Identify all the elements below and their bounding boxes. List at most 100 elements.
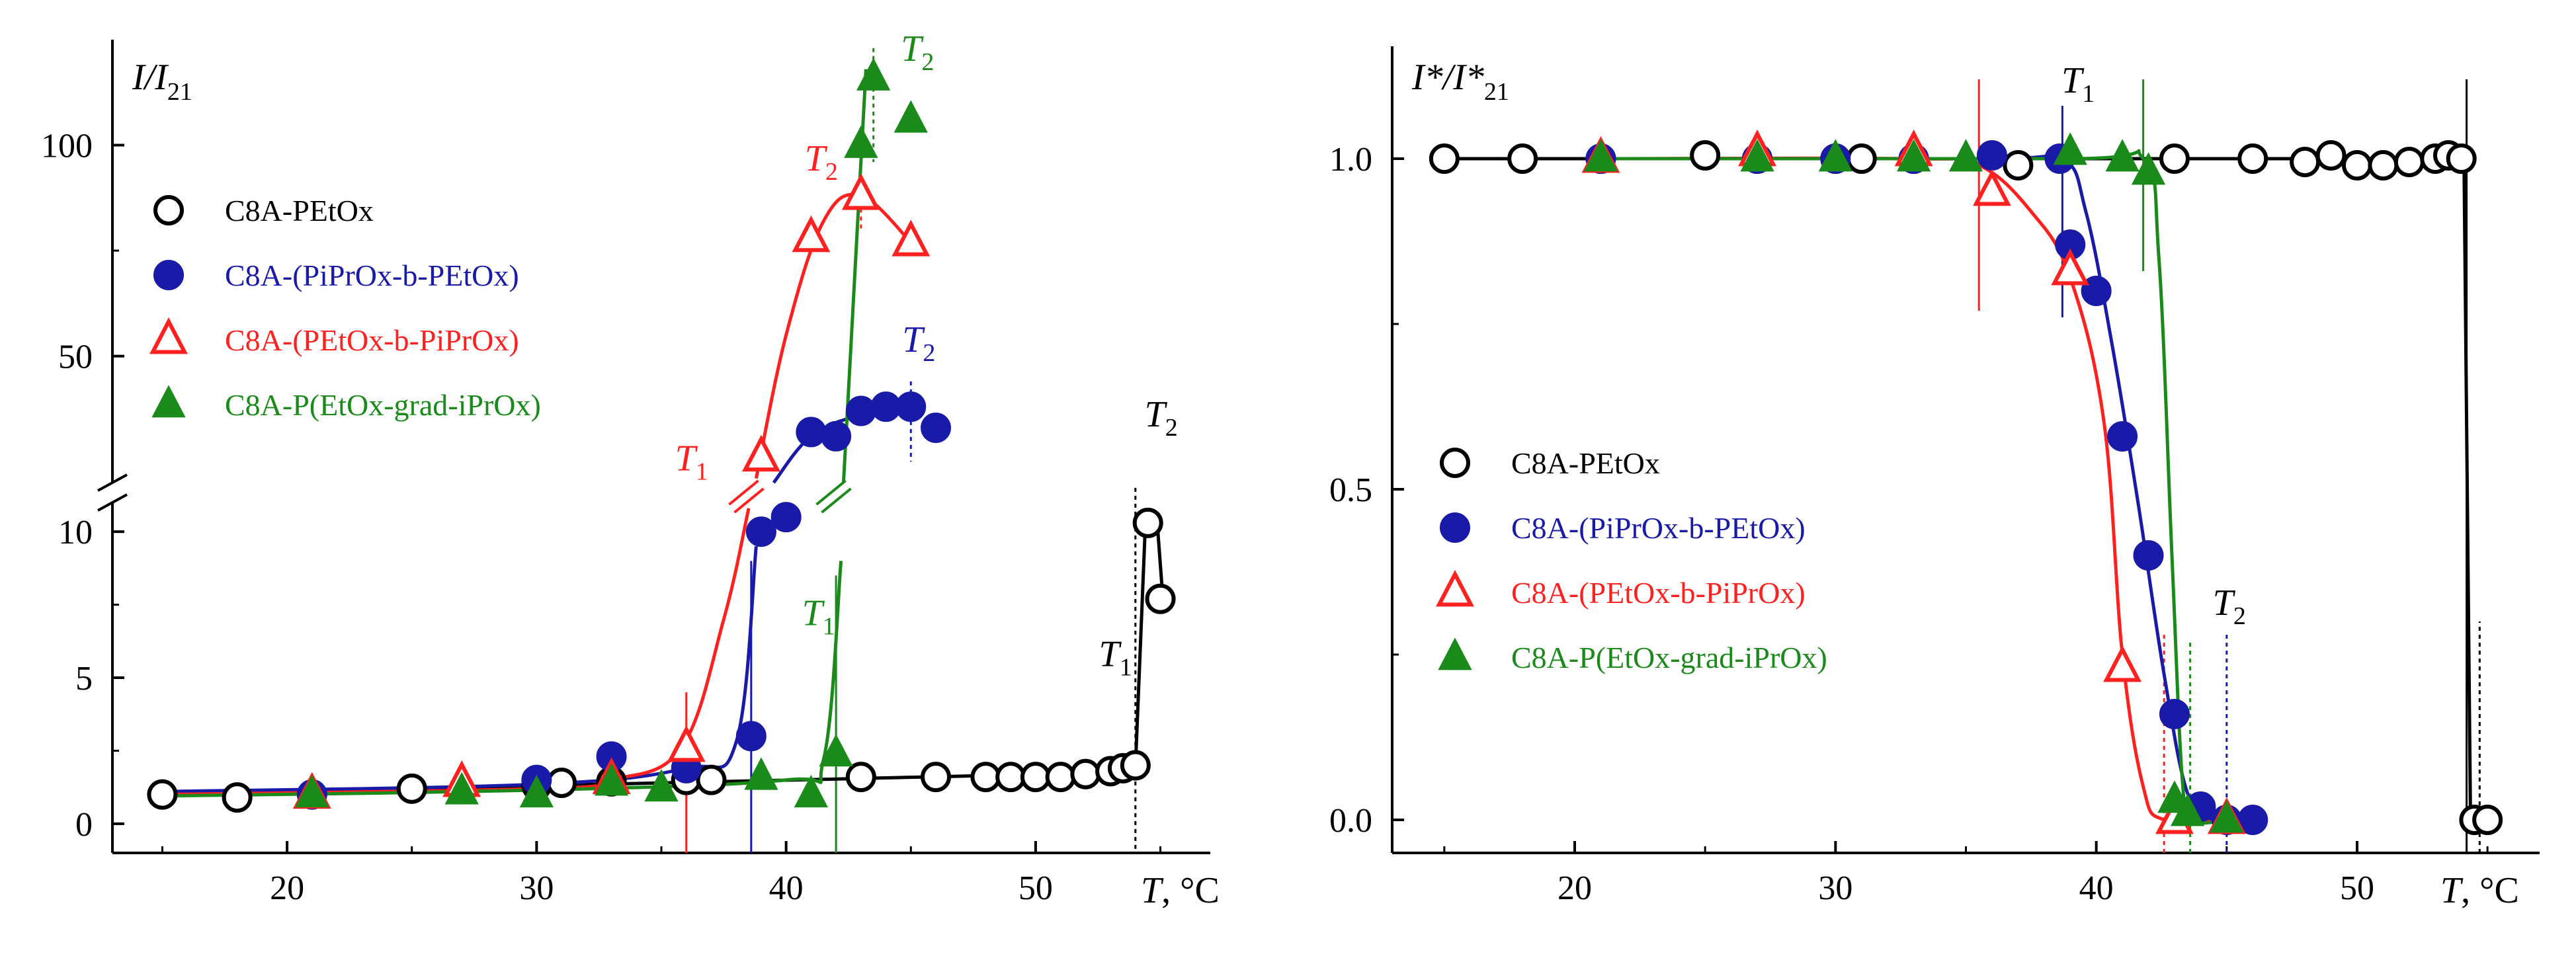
- legend-marker-c8a-petox-b-piprox: [149, 317, 188, 354]
- point-c8a-piprox-b-petox: [845, 395, 876, 426]
- point-c8a-petox: [2341, 150, 2372, 181]
- point-c8a-p-etox-grad-iprox: [844, 125, 878, 158]
- point-c8a-p-etox-grad-iprox: [856, 58, 891, 91]
- legend-label-c8a-piprox-b-petox: C8A-(PiPrOx-b-PEtOx): [1511, 511, 1806, 545]
- x-tick-label: 50: [2340, 869, 2374, 907]
- point-c8a-petox-b-piprox: [841, 173, 880, 210]
- point-c8a-petox-b-piprox: [667, 725, 706, 762]
- point-c8a-p-etox-grad-iprox: [744, 757, 778, 790]
- point-c8a-petox: [2315, 140, 2347, 171]
- point-c8a-petox: [1045, 762, 1076, 793]
- point-c8a-p-etox-grad-iprox: [295, 774, 329, 808]
- point-c8a-petox: [2368, 150, 2399, 181]
- point-c8a-piprox-b-petox: [2107, 421, 2138, 452]
- point-c8a-petox: [396, 773, 427, 804]
- y-tick-label: 10: [58, 514, 93, 551]
- point-c8a-p-etox-grad-iprox: [644, 769, 679, 802]
- point-c8a-p-etox-grad-iprox: [1740, 139, 1774, 172]
- point-c8a-petox: [147, 779, 178, 810]
- point-c8a-piprox-b-petox: [2133, 540, 2164, 571]
- red-curve-lower: [162, 508, 751, 797]
- x-tick-label: 20: [270, 869, 304, 907]
- point-c8a-petox: [2159, 143, 2190, 174]
- point-c8a-p-etox-grad-iprox: [2131, 152, 2166, 185]
- point-c8a-petox: [1846, 143, 1877, 174]
- point-c8a-piprox-b-petox: [895, 391, 927, 422]
- point-c8a-p-etox-grad-iprox: [2210, 800, 2244, 833]
- left-chart: 20 30 40 50 0 5 10 50 100 I/I21 T, °C T1 T2 T2 T1 T2 T1 T…: [41, 28, 1220, 911]
- red-t1-label: T1: [675, 438, 708, 485]
- point-c8a-petox: [2237, 143, 2268, 174]
- point-c8a-petox-b-piprox: [892, 220, 931, 257]
- green-t1-label: T1: [802, 593, 835, 641]
- point-c8a-petox-b-piprox: [741, 434, 780, 472]
- x-tick-label: 40: [769, 869, 804, 907]
- point-c8a-petox: [2472, 805, 2503, 835]
- point-c8a-piprox-b-petox: [821, 421, 852, 452]
- green-curve-lower: [162, 561, 843, 798]
- point-c8a-petox: [995, 762, 1026, 793]
- point-c8a-p-etox-grad-iprox: [819, 734, 853, 767]
- point-c8a-petox: [1132, 507, 1163, 538]
- point-c8a-piprox-b-petox: [1976, 140, 2007, 171]
- legend-label-c8a-petox: C8A-PEtOx: [225, 194, 374, 227]
- point-c8a-p-etox-grad-iprox: [1583, 139, 1618, 172]
- legend-label-c8a-petox-b-piprox: C8A-(PEtOx-b-PiPrOx): [225, 323, 519, 357]
- legend-marker-c8a-petox: [1440, 448, 1470, 478]
- point-c8a-petox: [222, 782, 253, 813]
- point-c8a-p-etox-grad-iprox: [2053, 132, 2087, 165]
- red-break-mark: [728, 479, 759, 506]
- x-axis-title: T, °C: [2440, 870, 2519, 911]
- x-tick-label: 40: [2079, 869, 2114, 907]
- point-c8a-piprox-b-petox: [2159, 699, 2190, 729]
- point-c8a-petox: [2393, 147, 2425, 177]
- axis-break-mark: [97, 473, 128, 492]
- blue-curve: [1600, 153, 2253, 824]
- point-c8a-piprox-b-petox: [735, 721, 767, 752]
- point-c8a-piprox-b-petox: [921, 413, 951, 444]
- y-tick-label: 0: [75, 806, 93, 844]
- x-tick-label: 50: [1018, 869, 1053, 907]
- blue-t2-label: T2: [902, 319, 935, 367]
- point-c8a-petox-b-piprox: [792, 215, 831, 253]
- y-tick-label: 1.0: [1329, 141, 1372, 179]
- legend-label-c8a-petox-b-piprox: C8A-(PEtOx-b-PiPrOx): [1511, 576, 1806, 610]
- point-c8a-piprox-b-petox: [796, 417, 827, 448]
- x-tick-label: 30: [1818, 869, 1852, 907]
- point-c8a-petox: [2290, 147, 2321, 177]
- point-c8a-p-etox-grad-iprox: [594, 763, 629, 796]
- axis-break-mark: [97, 493, 128, 512]
- point-c8a-petox: [1690, 140, 1721, 171]
- point-c8a-petox-b-piprox: [1972, 169, 2011, 206]
- point-c8a-p-etox-grad-iprox: [2105, 139, 2140, 172]
- right-chart: 20 30 40 50 0.0 0.5 1.0 I*/I*21 T, °C T1 T2 C8A-PEt…: [1329, 46, 2540, 911]
- point-c8a-petox: [2003, 150, 2034, 181]
- point-c8a-p-etox-grad-iprox: [1948, 139, 1983, 172]
- point-c8a-p-etox-grad-iprox: [444, 772, 479, 805]
- green-break-mark: [821, 487, 852, 514]
- point-c8a-p-etox-grad-iprox: [794, 774, 829, 808]
- x-axis-title: T, °C: [1141, 870, 1220, 911]
- legend-label-c8a-piprox-b-petox: C8A-(PiPrOx-b-PEtOx): [225, 259, 519, 292]
- point-c8a-petox: [921, 762, 951, 793]
- point-c8a-petox: [2446, 143, 2477, 174]
- green-curve: [1600, 149, 2227, 825]
- y-axis-title: I/I21: [132, 57, 192, 106]
- legend-marker-c8a-p-etox-grad-iprox: [1438, 637, 1472, 670]
- y-tick-label: 5: [75, 660, 93, 698]
- point-c8a-p-etox-grad-iprox: [1896, 139, 1931, 172]
- point-c8a-petox: [1507, 143, 1538, 174]
- black-t2-label: T2: [1145, 394, 1178, 442]
- point-c8a-piprox-b-petox: [770, 502, 802, 533]
- point-c8a-petox: [1120, 750, 1151, 781]
- legend-marker-c8a-petox: [153, 195, 184, 225]
- point-c8a-petox: [1145, 583, 1176, 614]
- point-c8a-petox: [970, 762, 1001, 793]
- y-tick-label: 100: [41, 128, 93, 165]
- y-tick-label: 0.0: [1329, 802, 1372, 840]
- legend-label-c8a-petox: C8A-PEtOx: [1511, 446, 1660, 480]
- point-c8a-p-etox-grad-iprox: [893, 100, 928, 133]
- t1-label: T1: [2061, 60, 2095, 108]
- red-t2-label: T2: [805, 138, 838, 186]
- legend-marker-c8a-p-etox-grad-iprox: [151, 385, 186, 418]
